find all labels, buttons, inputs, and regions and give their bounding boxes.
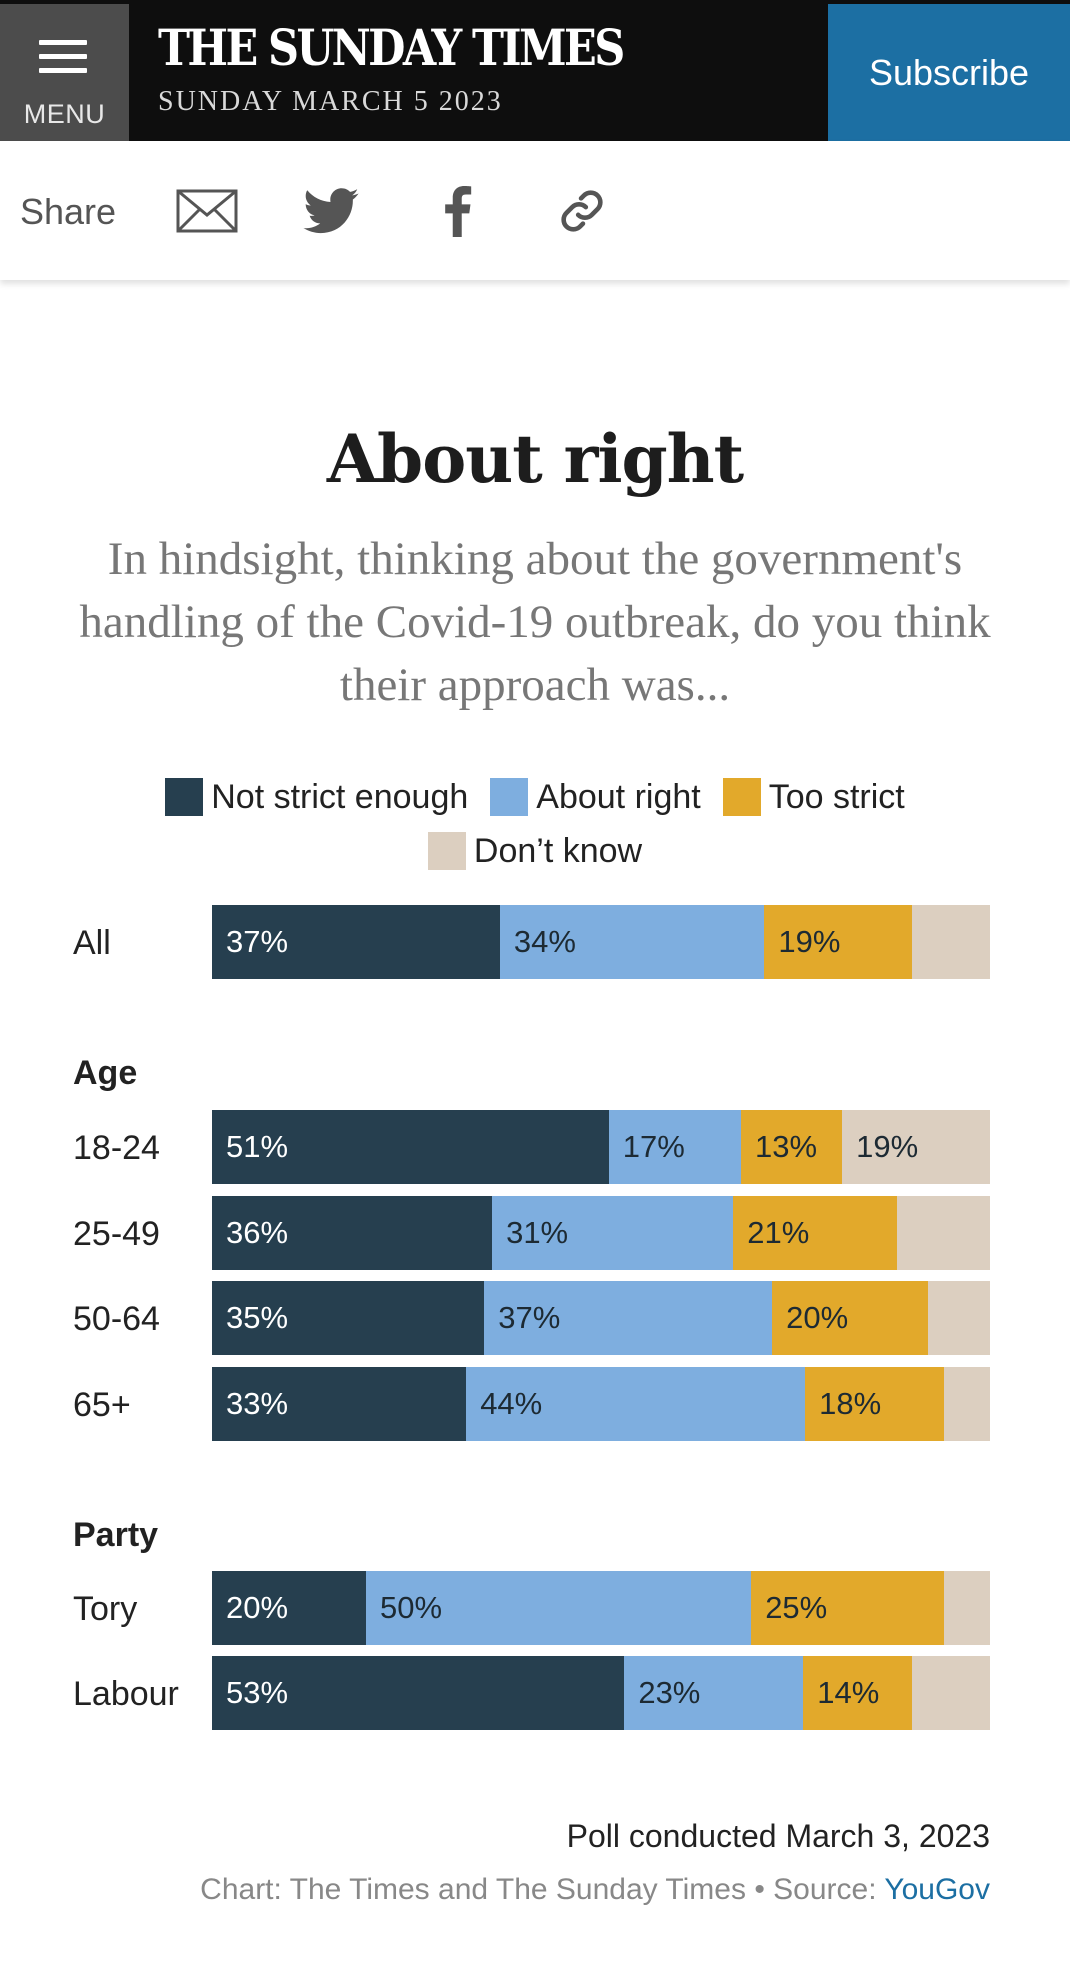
segment-dont-know bbox=[943, 1571, 990, 1645]
segment-not-strict-enough: 51% bbox=[212, 1110, 609, 1184]
share-bar: Share bbox=[0, 141, 1070, 280]
mail-icon[interactable] bbox=[176, 183, 238, 239]
twitter-icon[interactable] bbox=[300, 183, 362, 239]
segment-not-strict-enough: 36% bbox=[212, 1196, 493, 1270]
row-label-tory: Tory bbox=[73, 1590, 138, 1628]
data-label: 20% bbox=[786, 1300, 849, 1335]
row-label-50-64: 50-64 bbox=[73, 1300, 160, 1338]
facebook-icon[interactable] bbox=[432, 183, 482, 239]
chart-legend: Not strict enough About right Too strict… bbox=[0, 770, 1070, 878]
data-label: 36% bbox=[226, 1215, 289, 1250]
row-label-labour: Labour bbox=[73, 1675, 179, 1713]
bar-labour: 53% 23% 14% bbox=[212, 1656, 990, 1730]
bar-65-plus: 33% 44% 18% bbox=[212, 1367, 990, 1441]
chart-title: About right bbox=[326, 420, 744, 498]
group-label-party: Party bbox=[73, 1516, 159, 1554]
data-label: 14% bbox=[817, 1675, 880, 1710]
share-label: Share bbox=[20, 191, 117, 232]
data-label: 19% bbox=[856, 1129, 919, 1164]
legend-label: Too strict bbox=[768, 778, 905, 816]
hamburger-icon bbox=[39, 40, 87, 74]
dateline: SUNDAY MARCH 5 2023 bbox=[158, 86, 503, 117]
data-label: 44% bbox=[480, 1386, 543, 1421]
segment-about-right: 37% bbox=[484, 1281, 773, 1355]
data-label: 20% bbox=[226, 1590, 289, 1625]
source-link-yougov[interactable]: YouGov bbox=[884, 1873, 990, 1906]
segment-dont-know: 19% bbox=[842, 1110, 990, 1184]
legend-item-about-right: About right bbox=[490, 770, 701, 824]
segment-dont-know bbox=[927, 1281, 990, 1355]
segment-not-strict-enough: 37% bbox=[212, 905, 500, 979]
segment-dont-know bbox=[912, 1656, 990, 1730]
segment-not-strict-enough: 35% bbox=[212, 1281, 485, 1355]
data-label: 50% bbox=[380, 1590, 443, 1625]
site-header: MENU THE SUNDAY TIMES SUNDAY MARCH 5 202… bbox=[0, 0, 1070, 141]
segment-about-right: 50% bbox=[366, 1571, 752, 1645]
data-label: 37% bbox=[498, 1300, 561, 1335]
segment-about-right: 34% bbox=[499, 905, 765, 979]
segment-about-right: 44% bbox=[466, 1367, 806, 1441]
row-label-18-24: 18-24 bbox=[73, 1129, 160, 1167]
legend-item-not-strict-enough: Not strict enough bbox=[165, 770, 468, 824]
segment-too-strict: 14% bbox=[803, 1656, 913, 1730]
segment-too-strict: 20% bbox=[772, 1281, 928, 1355]
segment-not-strict-enough: 53% bbox=[212, 1656, 625, 1730]
segment-not-strict-enough: 33% bbox=[212, 1367, 467, 1441]
segment-too-strict: 13% bbox=[741, 1110, 843, 1184]
masthead-logo[interactable]: THE SUNDAY TIMES bbox=[158, 18, 625, 77]
segment-about-right: 31% bbox=[492, 1196, 734, 1270]
segment-about-right: 17% bbox=[608, 1110, 742, 1184]
legend-swatch bbox=[427, 832, 466, 870]
segment-too-strict: 18% bbox=[805, 1367, 944, 1441]
segment-about-right: 23% bbox=[624, 1656, 804, 1730]
segment-too-strict: 19% bbox=[764, 905, 913, 979]
poll-date-note: Poll conducted March 3, 2023 bbox=[566, 1818, 990, 1854]
legend-item-too-strict: Too strict bbox=[722, 770, 905, 824]
segment-too-strict: 21% bbox=[733, 1196, 897, 1270]
data-label: 13% bbox=[755, 1129, 818, 1164]
bar-25-49: 36% 31% 21% bbox=[212, 1196, 990, 1270]
chart-credit: Chart: The Times and The Sunday Times • … bbox=[200, 1873, 990, 1907]
data-label: 33% bbox=[226, 1386, 289, 1421]
legend-label: About right bbox=[536, 778, 701, 816]
link-icon[interactable] bbox=[554, 183, 610, 239]
segment-dont-know bbox=[943, 1367, 990, 1441]
data-label: 34% bbox=[513, 924, 576, 959]
segment-too-strict: 25% bbox=[751, 1571, 944, 1645]
row-label-65-plus: 65+ bbox=[73, 1386, 131, 1424]
segment-not-strict-enough: 20% bbox=[212, 1571, 367, 1645]
chart-subtitle: In hindsight, thinking about the governm… bbox=[79, 533, 991, 711]
bar-all: 37% 34% 19% bbox=[212, 905, 990, 979]
row-label-25-49: 25-49 bbox=[73, 1215, 160, 1253]
data-label: 19% bbox=[778, 924, 841, 959]
data-label: 37% bbox=[226, 924, 289, 959]
credit-text: Chart: The Times and The Sunday Times • … bbox=[200, 1873, 885, 1906]
data-label: 17% bbox=[622, 1129, 685, 1164]
data-label: 31% bbox=[506, 1215, 569, 1250]
data-label: 53% bbox=[226, 1675, 289, 1710]
data-label: 21% bbox=[747, 1215, 810, 1250]
segment-dont-know bbox=[912, 905, 990, 979]
menu-label: MENU bbox=[23, 99, 106, 129]
row-label-all: All bbox=[73, 924, 111, 962]
menu-button[interactable]: MENU bbox=[0, 4, 129, 141]
data-label: 25% bbox=[765, 1590, 828, 1625]
data-label: 23% bbox=[638, 1675, 701, 1710]
bar-tory: 20% 50% 25% bbox=[212, 1571, 990, 1645]
bar-50-64: 35% 37% 20% bbox=[212, 1281, 990, 1355]
segment-dont-know bbox=[896, 1196, 990, 1270]
legend-swatch bbox=[165, 778, 204, 816]
data-label: 51% bbox=[226, 1129, 289, 1164]
data-label: 35% bbox=[226, 1300, 289, 1335]
data-label: 18% bbox=[819, 1386, 882, 1421]
legend-label: Not strict enough bbox=[211, 778, 469, 816]
legend-swatch bbox=[722, 778, 761, 816]
bar-18-24: 51% 17% 13% 19% bbox=[212, 1110, 990, 1184]
group-label-age: Age bbox=[73, 1054, 138, 1092]
legend-swatch bbox=[490, 778, 529, 816]
legend-label: Don’t know bbox=[473, 832, 643, 870]
legend-item-dont-know: Don’t know bbox=[427, 824, 643, 878]
subscribe-button[interactable]: Subscribe bbox=[826, 4, 1070, 141]
